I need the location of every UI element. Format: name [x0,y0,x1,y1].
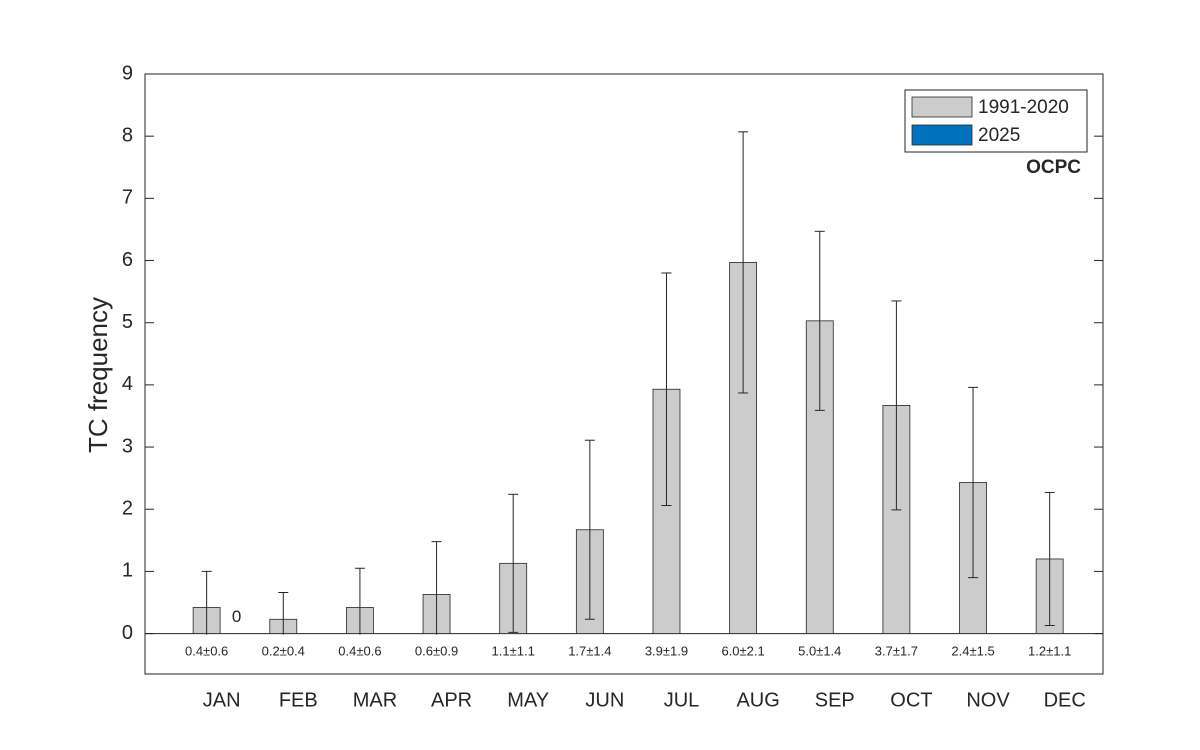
value-label: 1.1±1.1 [492,643,535,658]
error-bar [278,592,289,635]
x-tick-label: JUL [664,689,700,711]
error-bar [891,300,902,511]
error-bar [354,567,365,635]
error-bar [1044,491,1055,627]
y-tick-label: 9 [122,62,133,84]
error-bar [508,493,519,633]
value-label: 6.0±2.1 [721,643,764,658]
y-tick-label: 4 [122,373,133,395]
x-tick-label: APR [431,689,472,711]
x-tick-label: FEB [279,689,318,711]
y-tick-label: 3 [122,435,133,457]
value-label: 5.0±1.4 [798,643,841,658]
error-bar [584,439,595,620]
y-tick-label: 8 [122,124,133,146]
error-bar [431,541,442,635]
error-bar [814,230,825,411]
y-tick-label: 6 [122,249,133,271]
x-tick-label: NOV [966,689,1010,711]
value-label: 3.9±1.9 [645,643,688,658]
value-label: 0 [232,607,241,626]
y-tick-label: 2 [122,498,133,520]
legend-swatch [911,124,973,146]
value-label: 0.2±0.4 [262,643,305,658]
error-bar [738,131,749,394]
error-bar [201,570,212,635]
value-label: 1.7±1.4 [568,643,611,658]
error-bar [661,272,672,507]
x-tick-label: JAN [203,689,241,711]
value-label: 0.4±0.6 [338,643,381,658]
y-tick-label: 1 [122,560,133,582]
error-bar [968,386,979,579]
y-axis-label: TC frequency [83,297,113,453]
value-label: 1.2±1.1 [1028,643,1071,658]
y-tick-label: 5 [122,311,133,333]
value-label: 3.7±1.7 [875,643,918,658]
x-tick-label: DEC [1044,689,1086,711]
watermark: OCPC [1026,157,1081,178]
x-tick-label: AUG [736,689,779,711]
value-label: 2.4±1.5 [951,643,994,658]
legend-label: 2025 [978,125,1020,146]
value-label: 0.4±0.6 [185,643,228,658]
x-tick-label: OCT [890,689,932,711]
x-tick-label: MAR [353,689,397,711]
x-tick-label: JUN [585,689,624,711]
y-tick-label: 7 [122,187,133,209]
x-tick-label: MAY [507,689,549,711]
plot-frame [144,73,1104,675]
y-tick-label: 0 [122,622,133,644]
value-label: 0.6±0.9 [415,643,458,658]
legend-swatch [911,96,973,118]
x-tick-label: SEP [815,689,855,711]
legend-label: 1991-2020 [978,97,1069,118]
